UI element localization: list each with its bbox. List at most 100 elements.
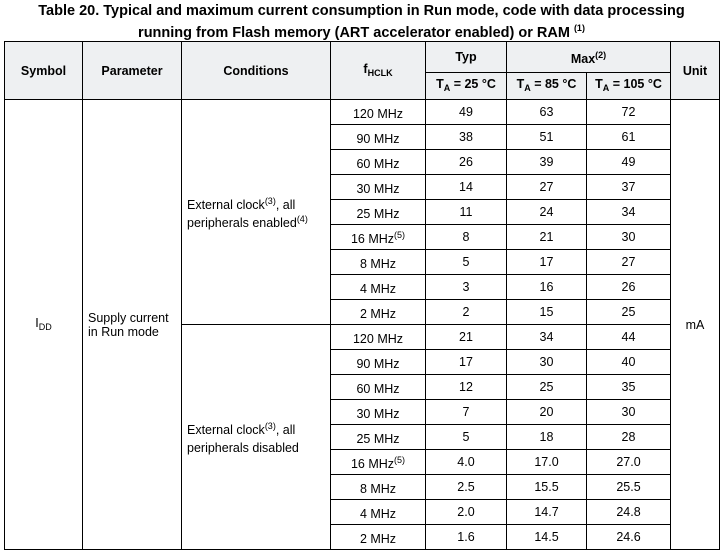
condition-text-b: , all bbox=[275, 198, 296, 212]
frequency-value: 90 MHz bbox=[356, 357, 400, 372]
typ-value-cell: 14 bbox=[425, 174, 507, 200]
header-max: Max(2) bbox=[505, 41, 672, 73]
frequency-cell: 90 MHz bbox=[330, 349, 426, 375]
frequency-value: 120 MHz bbox=[352, 107, 404, 122]
condition-line-2: peripherals disabled bbox=[187, 437, 327, 455]
frequency-cell: 90 MHz bbox=[330, 124, 426, 150]
condition-line-1: External clock(3), all bbox=[187, 419, 327, 437]
frequency-value: 90 MHz bbox=[356, 132, 400, 147]
max-105-value-cell: 30 bbox=[585, 399, 672, 425]
header-fhclk: fHCLK bbox=[330, 41, 426, 100]
frequency-value: 30 MHz bbox=[356, 182, 400, 197]
table-row: 4 MHz 3 16 26 bbox=[5, 274, 720, 300]
typ-value-cell: 4.0 bbox=[425, 449, 507, 475]
typ-value-cell: 38 bbox=[425, 124, 507, 150]
header-ta-85: TA = 85 °C bbox=[506, 72, 587, 100]
max-105-value-cell: 44 bbox=[585, 324, 672, 350]
frequency-cell: 120 MHz bbox=[330, 99, 426, 125]
table-caption: Table 20. Typical and maximum current co… bbox=[0, 3, 723, 42]
frequency-cell: 16 MHz(5) bbox=[330, 224, 426, 250]
condition-text: External clock bbox=[187, 423, 265, 437]
max-85-value-cell: 51 bbox=[506, 124, 587, 150]
frequency-value: 60 MHz bbox=[356, 382, 400, 397]
unit-cell: mA bbox=[670, 99, 721, 550]
condition-line-1: External clock(3), all bbox=[187, 194, 327, 212]
frequency-cell: 25 MHz bbox=[330, 424, 426, 450]
condition-note: (3) bbox=[264, 420, 276, 431]
table-row: IDD Supply current in Run mode External clo… bbox=[4, 99, 721, 550]
max-105-value-cell: 25.5 bbox=[585, 474, 672, 500]
frequency-cell: 2 MHz bbox=[330, 299, 426, 325]
condition-text-2: peripherals enabled bbox=[187, 216, 297, 231]
condition-text-b: , all bbox=[275, 423, 296, 437]
max-85-value-cell: 21 bbox=[506, 224, 587, 250]
max-85-value-cell: 63 bbox=[506, 99, 587, 125]
max-85-value-cell: 24 bbox=[506, 199, 587, 225]
caption-footnote: (1) bbox=[573, 23, 585, 33]
max-85-value-cell: 17 bbox=[506, 249, 587, 275]
table-row: 2 MHz 1.6 14.5 24.6 bbox=[5, 524, 720, 550]
header-ta25-t: T bbox=[436, 77, 444, 91]
header-ta-25: TA = 25 °C bbox=[425, 72, 507, 100]
table-row: 30 MHz 14 27 37 bbox=[5, 174, 720, 200]
header-max-label: Max bbox=[570, 52, 596, 67]
table-row: 60 MHz 12 25 35 bbox=[5, 374, 720, 400]
frequency-cell: 8 MHz bbox=[330, 474, 426, 500]
table-row: 30 MHz 7 20 30 bbox=[5, 399, 720, 425]
max-105-value-cell: 49 bbox=[585, 149, 672, 175]
condition-note: (3) bbox=[264, 195, 276, 206]
symbol-sub: DD bbox=[38, 321, 52, 332]
current-consumption-table: Symbol Parameter Conditions fHCLK Typ Ma… bbox=[4, 41, 721, 550]
typ-value-cell: 5 bbox=[425, 249, 507, 275]
typ-value-cell: 11 bbox=[425, 199, 507, 225]
header-fhclk-main: f bbox=[363, 61, 368, 76]
typ-value-cell: 26 bbox=[425, 149, 507, 175]
header-ta105-t: T bbox=[595, 77, 603, 91]
header-parameter: Parameter bbox=[82, 41, 182, 100]
frequency-value: 8 MHz bbox=[359, 482, 397, 497]
conditions-cell: External clock(3), all peripherals enable… bbox=[181, 99, 331, 325]
header-ta105-rest: = 105 °C bbox=[609, 77, 662, 91]
max-105-value-cell: 61 bbox=[585, 124, 672, 150]
frequency-value: 16 MHz bbox=[350, 457, 395, 472]
frequency-cell: 30 MHz bbox=[330, 399, 426, 425]
max-85-value-cell: 18 bbox=[506, 424, 587, 450]
frequency-value: 120 MHz bbox=[352, 332, 404, 347]
frequency-cell: 30 MHz bbox=[330, 174, 426, 200]
header-ta85-t: T bbox=[516, 77, 525, 91]
typ-value-cell: 1.6 bbox=[425, 524, 507, 550]
max-105-value-cell: 24.6 bbox=[585, 524, 672, 550]
frequency-cell: 8 MHz bbox=[330, 249, 426, 275]
max-105-value-cell: 34 bbox=[585, 199, 672, 225]
typ-value-cell: 12 bbox=[425, 374, 507, 400]
typ-value-cell: 5 bbox=[425, 424, 507, 450]
frequency-value: 30 MHz bbox=[356, 407, 400, 422]
frequency-note: (5) bbox=[394, 454, 406, 465]
table-row: 25 MHz 11 24 34 bbox=[5, 199, 720, 225]
table-row: 8 MHz 2.5 15.5 25.5 bbox=[5, 474, 720, 500]
frequency-value: 4 MHz bbox=[359, 507, 397, 522]
typ-value-cell: 49 bbox=[425, 99, 507, 125]
header-conditions: Conditions bbox=[181, 41, 331, 100]
symbol-main: I bbox=[35, 315, 39, 330]
header-ta25-rest: = 25 °C bbox=[450, 77, 496, 91]
header-ta25-sub: A bbox=[443, 83, 451, 93]
max-85-value-cell: 34 bbox=[506, 324, 587, 350]
max-85-value-cell: 15 bbox=[506, 299, 587, 325]
parameter-line-1: Supply current bbox=[88, 310, 169, 325]
max-85-value-cell: 17.0 bbox=[506, 449, 587, 475]
max-85-value-cell: 14.7 bbox=[506, 499, 587, 525]
parameter-cell: Supply current in Run mode bbox=[82, 99, 182, 550]
frequency-value: 2 MHz bbox=[359, 307, 397, 322]
typ-value-cell: 21 bbox=[425, 324, 507, 350]
condition-text: External clock bbox=[187, 198, 265, 212]
frequency-cell: 25 MHz bbox=[330, 199, 426, 225]
caption-line-1: Table 20. Typical and maximum current co… bbox=[38, 3, 685, 19]
table-row: External clock(3), all peripherals disabl… bbox=[5, 324, 720, 550]
max-85-value-cell: 20 bbox=[506, 399, 587, 425]
table-row: 16 MHz(5) 8 21 30 bbox=[5, 224, 720, 250]
max-85-value-cell: 16 bbox=[506, 274, 587, 300]
parameter-line-2: in Run mode bbox=[88, 324, 159, 339]
frequency-value: 4 MHz bbox=[359, 282, 397, 297]
typ-value-cell: 8 bbox=[425, 224, 507, 250]
